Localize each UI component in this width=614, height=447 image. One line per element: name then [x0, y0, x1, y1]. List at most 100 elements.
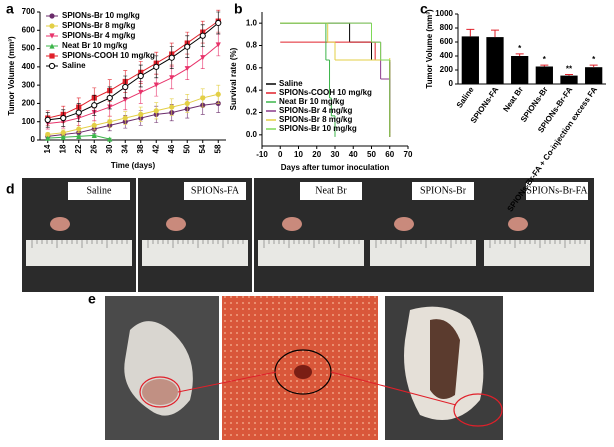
- panel-label: a: [6, 1, 14, 17]
- error-bar: [491, 29, 499, 38]
- series-line: [47, 93, 219, 136]
- panel-label: b: [234, 1, 243, 17]
- significance: *: [518, 44, 522, 53]
- photo-label: SPIONs-Br-FA: [526, 185, 588, 196]
- x-axis-title: Days after tumor inoculation: [281, 163, 390, 172]
- y-tick-label: 300: [22, 80, 36, 89]
- ruler: [26, 240, 132, 266]
- y-tick-label: 700: [22, 7, 36, 16]
- x-tick-label: 30: [105, 144, 114, 153]
- label-box: [68, 182, 130, 200]
- marker: [60, 134, 66, 140]
- marker: [122, 97, 128, 103]
- x-tick-label: 70: [404, 150, 413, 159]
- y-tick-label: 0.8: [246, 41, 258, 50]
- y-tick-label: 1000: [435, 9, 453, 18]
- error-bar: [515, 53, 524, 56]
- x-tick-label: 40: [349, 150, 358, 159]
- x-tick-label: 42: [151, 144, 160, 153]
- ruler: [370, 240, 476, 266]
- x-tick-label: 18: [58, 144, 67, 153]
- x-tick-label: 0: [278, 150, 283, 159]
- marker: [138, 89, 144, 96]
- x-tick-label: 26: [89, 144, 98, 153]
- marker: [138, 111, 144, 117]
- photo-label: SPIONs-FA: [191, 185, 240, 196]
- significance: *: [543, 55, 547, 64]
- marker: [153, 63, 160, 70]
- y-axis-title: Survival rate (%): [229, 47, 238, 110]
- photo-label: Saline: [87, 185, 113, 196]
- x-tick-label: 14: [43, 144, 52, 153]
- marker: [184, 66, 190, 72]
- y-tick-label: 600: [440, 37, 454, 46]
- y-tick-label: 200: [22, 99, 36, 108]
- y-tick-label: 100: [22, 117, 36, 126]
- series-line: [47, 44, 219, 125]
- error-bar: [589, 64, 598, 68]
- marker: [107, 119, 113, 125]
- ruler: [142, 240, 248, 266]
- legend-label: SPIONs-Br 10 mg/kg: [279, 124, 357, 133]
- marker: [153, 82, 159, 88]
- y-tick-label: 0: [31, 135, 36, 144]
- legend-label: SPIONs-Br 8 mg/kg: [279, 115, 352, 124]
- photo-row: Saline SPIONs-FA Neat Br SPIONs-Br SPIONs-Br…: [22, 178, 594, 292]
- x-tick-label: 20: [312, 150, 321, 159]
- y-tick-label: 200: [440, 65, 454, 74]
- x-tick-label: -10: [256, 150, 268, 159]
- marker: [200, 95, 206, 101]
- panel-label: e: [88, 291, 96, 307]
- bar: [511, 56, 529, 84]
- label-box: [184, 182, 246, 200]
- y-axis-title: Tumor Volume (mm³): [7, 36, 16, 116]
- x-tick-label: 30: [331, 150, 340, 159]
- legend-label: SPIONs-Br 4 mg/kg: [62, 31, 135, 40]
- ruler: [484, 240, 590, 266]
- label-box: [526, 182, 588, 200]
- marker: [60, 130, 66, 136]
- marker: [91, 122, 97, 128]
- tumor: [294, 365, 312, 379]
- x-tick-label: 22: [74, 144, 83, 153]
- marker: [76, 126, 82, 132]
- tumor: [282, 217, 302, 231]
- ruler: [258, 240, 364, 266]
- legend-label: SPIONs-COOH 10 mg/kg: [279, 88, 372, 97]
- marker: [168, 54, 175, 61]
- x-tick-label: 50: [182, 144, 191, 153]
- y-tick-label: 0.0: [246, 130, 258, 139]
- marker: [122, 83, 129, 91]
- x-tick-label: 50: [367, 150, 376, 159]
- marker: [44, 116, 51, 123]
- marker: [107, 136, 113, 142]
- bar: [461, 36, 479, 84]
- y-tick-label: 400: [440, 51, 454, 60]
- marker: [215, 91, 221, 97]
- legend-label: SPIONs-Br 10 mg/kg: [62, 11, 140, 20]
- x-tick-label: 34: [120, 144, 129, 153]
- marker: [49, 23, 55, 29]
- marker: [45, 135, 51, 141]
- marker: [215, 19, 222, 27]
- y-axis-title: Tumor Volume (mm³): [425, 9, 434, 89]
- photo-label: Neat Br: [315, 185, 347, 196]
- significance: *: [592, 55, 596, 64]
- legend-label: Neat Br 10 mg/kg: [62, 41, 127, 50]
- y-tick-label: 500: [22, 44, 36, 53]
- marker: [45, 131, 51, 138]
- marker: [215, 42, 221, 48]
- error-bar: [540, 64, 549, 67]
- marker: [153, 108, 159, 114]
- panel-label: d: [6, 181, 15, 197]
- marker: [91, 132, 97, 139]
- x-tick-label: 46: [167, 144, 176, 153]
- marker: [122, 115, 128, 121]
- x-tick-label: 60: [385, 150, 394, 159]
- y-tick-label: 0.6: [246, 63, 258, 72]
- legend-label: SPIONs-COOH 10 mg/kg: [62, 51, 155, 60]
- marker: [184, 100, 190, 107]
- legend-label: Neat Br 10 mg/kg: [279, 97, 344, 106]
- marker: [60, 114, 67, 122]
